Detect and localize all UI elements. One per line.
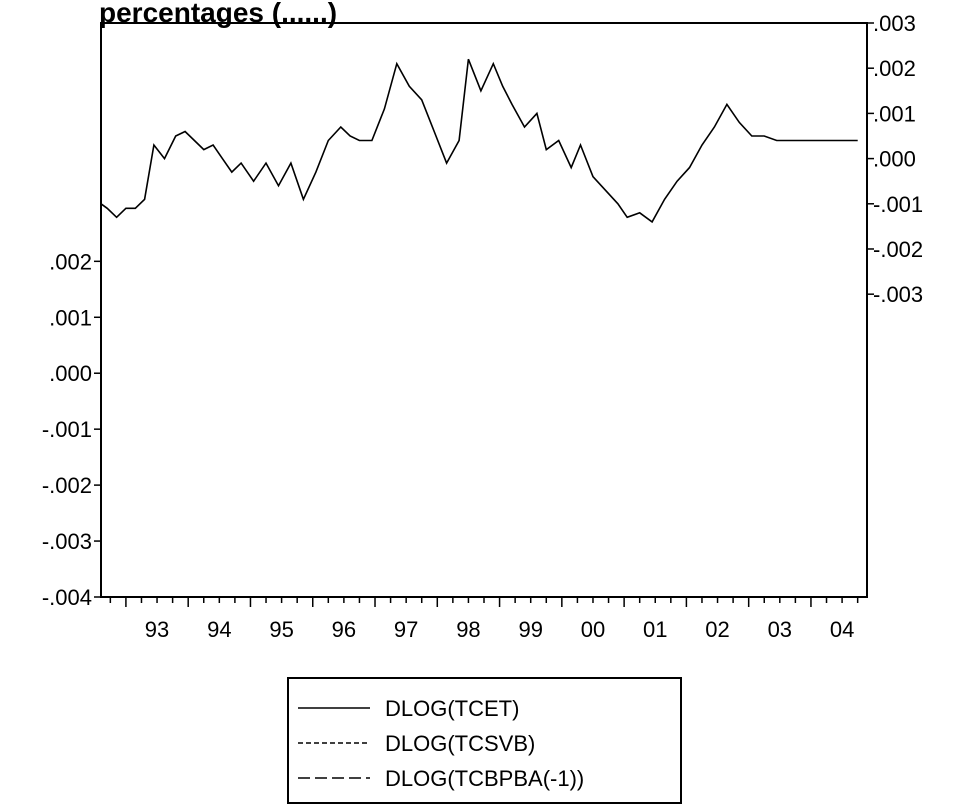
right-tick-label: .001 (873, 101, 916, 126)
legend: DLOG(TCET) DLOG(TCSVB) DLOG(TCBPBA(-1)) (287, 677, 682, 804)
legend-label-tcet: DLOG(TCET) (385, 696, 519, 721)
plot-frame (100, 22, 868, 598)
right-tick-label: -.003 (873, 282, 923, 307)
x-tick-label: 93 (145, 617, 169, 642)
x-tick-label: 96 (332, 617, 356, 642)
left-tick-label: -.001 (42, 417, 92, 442)
series-line-0 (100, 58, 858, 224)
right-tick-label: .002 (873, 56, 916, 81)
right-tick-label: -.001 (873, 192, 923, 217)
x-tick-label: 97 (394, 617, 418, 642)
x-tick-label: 98 (456, 617, 480, 642)
x-tick-label: 94 (207, 617, 231, 642)
right-axis: .003 .002 .001 .000 -.001 -.002 -.003 (867, 11, 923, 307)
right-tick-label: -.002 (873, 237, 923, 262)
x-tick-label: 01 (643, 617, 667, 642)
right-tick-label: .003 (873, 11, 916, 36)
x-axis: 93 94 95 96 97 98 99 00 01 02 03 04 (109, 597, 859, 642)
left-tick-label: .002 (49, 249, 92, 274)
legend-box (287, 677, 682, 804)
x-tick-label: 04 (830, 617, 854, 642)
x-tick-label: 95 (269, 617, 293, 642)
left-tick-label: -.004 (42, 585, 92, 610)
left-tick-label: .000 (49, 361, 92, 386)
left-axis: .002 .001 .000 -.001 -.002 -.003 -.004 (42, 249, 101, 610)
x-tick-label: 03 (768, 617, 792, 642)
x-tick-label: 00 (581, 617, 605, 642)
left-tick-label: -.002 (42, 473, 92, 498)
series-group (100, 58, 858, 224)
x-tick-label: 02 (705, 617, 729, 642)
left-tick-label: -.003 (42, 529, 92, 554)
x-tick-label: 99 (518, 617, 542, 642)
right-tick-label: .000 (873, 147, 916, 172)
legend-label-tcbpba: DLOG(TCBPBA(-1)) (385, 766, 584, 791)
legend-label-tcsvb: DLOG(TCSVB) (385, 731, 535, 756)
left-tick-label: .001 (49, 305, 92, 330)
